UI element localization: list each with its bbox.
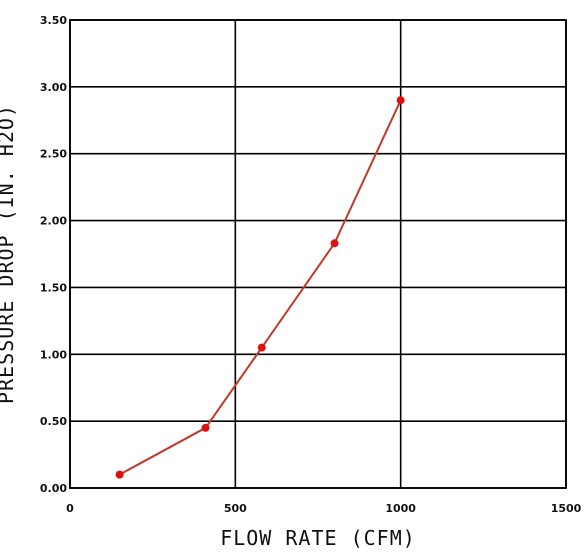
y-tick-label: 3.00 [40, 81, 67, 94]
x-axis-label: FLOW RATE (CFM) [220, 526, 416, 550]
y-tick-label: 1.00 [40, 348, 67, 361]
y-tick-label: 0.50 [40, 415, 67, 428]
y-tick-label: 3.50 [40, 14, 67, 27]
y-axis-ticks: 0.00 0.50 1.00 1.50 2.00 2.50 3.00 3.50 [40, 14, 67, 495]
y-axis-label: PRESSURE DROP (IN. H2O) [0, 104, 18, 404]
x-tick-label: 500 [224, 502, 247, 515]
y-tick-label: 2.00 [40, 215, 67, 228]
y-tick-label: 1.50 [40, 281, 67, 294]
y-tick-label: 0.00 [40, 482, 67, 495]
x-tick-label: 1500 [551, 502, 582, 515]
y-tick-label: 2.50 [40, 148, 67, 161]
series-points [115, 96, 405, 479]
x-tick-label: 0 [66, 502, 74, 515]
grid [69, 19, 567, 489]
data-point [115, 470, 124, 479]
x-tick-label: 1000 [385, 502, 416, 515]
x-axis-ticks: 0 500 1000 1500 [66, 502, 581, 515]
plot-frame [69, 19, 567, 489]
data-point [330, 239, 339, 248]
data-point [257, 343, 266, 352]
data-point [201, 423, 210, 432]
data-point [396, 96, 405, 105]
